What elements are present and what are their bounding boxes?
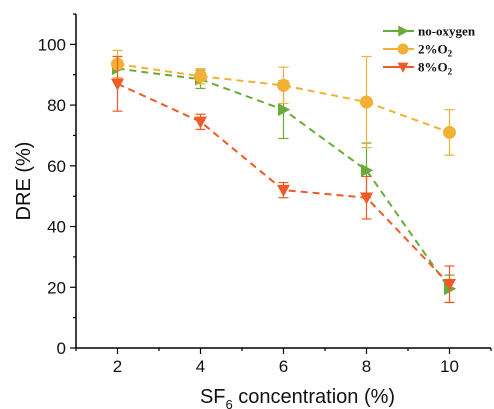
x-axis-label: SF6 concentration (%): [200, 386, 395, 409]
data-point-8-o2-1: [194, 116, 207, 129]
legend-label: 8%O2: [418, 60, 453, 77]
legend-marker: [398, 25, 409, 37]
y-tick-label: 0: [57, 339, 66, 358]
y-tick-label: 80: [47, 96, 66, 115]
legend-marker: [397, 43, 409, 55]
legend-label: 2%O2: [418, 42, 453, 59]
legend-marker: [397, 62, 409, 73]
legend-entry-1: 2%O2: [383, 42, 453, 59]
data-point-2-o2-3: [360, 95, 373, 109]
data-point-no-oxygen-2: [277, 103, 291, 117]
x-tick-label: 6: [279, 357, 288, 376]
data-point-no-oxygen-3: [360, 163, 374, 177]
data-point-2-o2-2: [277, 78, 290, 92]
y-tick-label: 60: [47, 157, 66, 176]
x-tick-label: 4: [196, 357, 205, 376]
legend-entry-2: 8%O2: [383, 60, 453, 77]
legend-label: no-oxygen: [418, 24, 476, 39]
data-point-8-o2-2: [277, 184, 290, 197]
data-point-2-o2-1: [194, 69, 207, 83]
x-tick-label: 2: [113, 357, 122, 376]
data-point-8-o2-0: [111, 78, 124, 91]
y-axis-label: DRE (%): [13, 142, 35, 221]
series-line-2-o2: [117, 63, 450, 134]
y-tick-label: 40: [47, 218, 66, 237]
x-tick-label: 10: [440, 357, 459, 376]
data-point-8-o2-3: [360, 192, 373, 205]
data-point-2-o2-4: [443, 125, 456, 139]
data-point-8-o2-4: [443, 279, 456, 292]
legend-entry-0: no-oxygen: [383, 24, 476, 39]
y-tick-label: 100: [38, 35, 66, 54]
x-tick-label: 8: [362, 357, 371, 376]
y-tick-label: 20: [47, 278, 66, 297]
